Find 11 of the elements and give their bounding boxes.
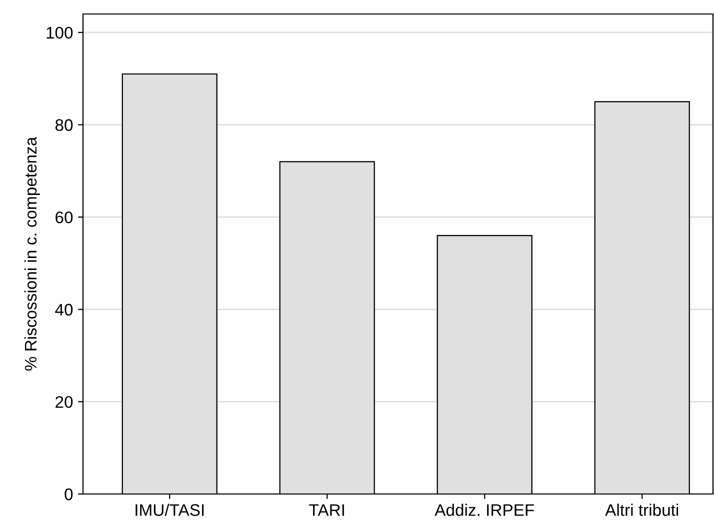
y-tick-label: 0 — [64, 488, 73, 500]
x-tick-label: TARI — [309, 504, 344, 516]
y-tick-label: 40 — [55, 304, 73, 316]
x-tick-label: Addiz. IRPEF — [434, 504, 534, 516]
y-axis-title: % Riscossioni in c. competenza — [24, 136, 40, 371]
y-tick-label: 100 — [46, 26, 73, 39]
x-tick-label: Altri tributi — [605, 504, 678, 516]
x-tick-label: IMU/TASI — [136, 504, 204, 516]
y-tick-label: 80 — [55, 119, 73, 131]
y-tick-label: 20 — [56, 396, 73, 408]
y-tick-label: 60 — [56, 211, 73, 224]
